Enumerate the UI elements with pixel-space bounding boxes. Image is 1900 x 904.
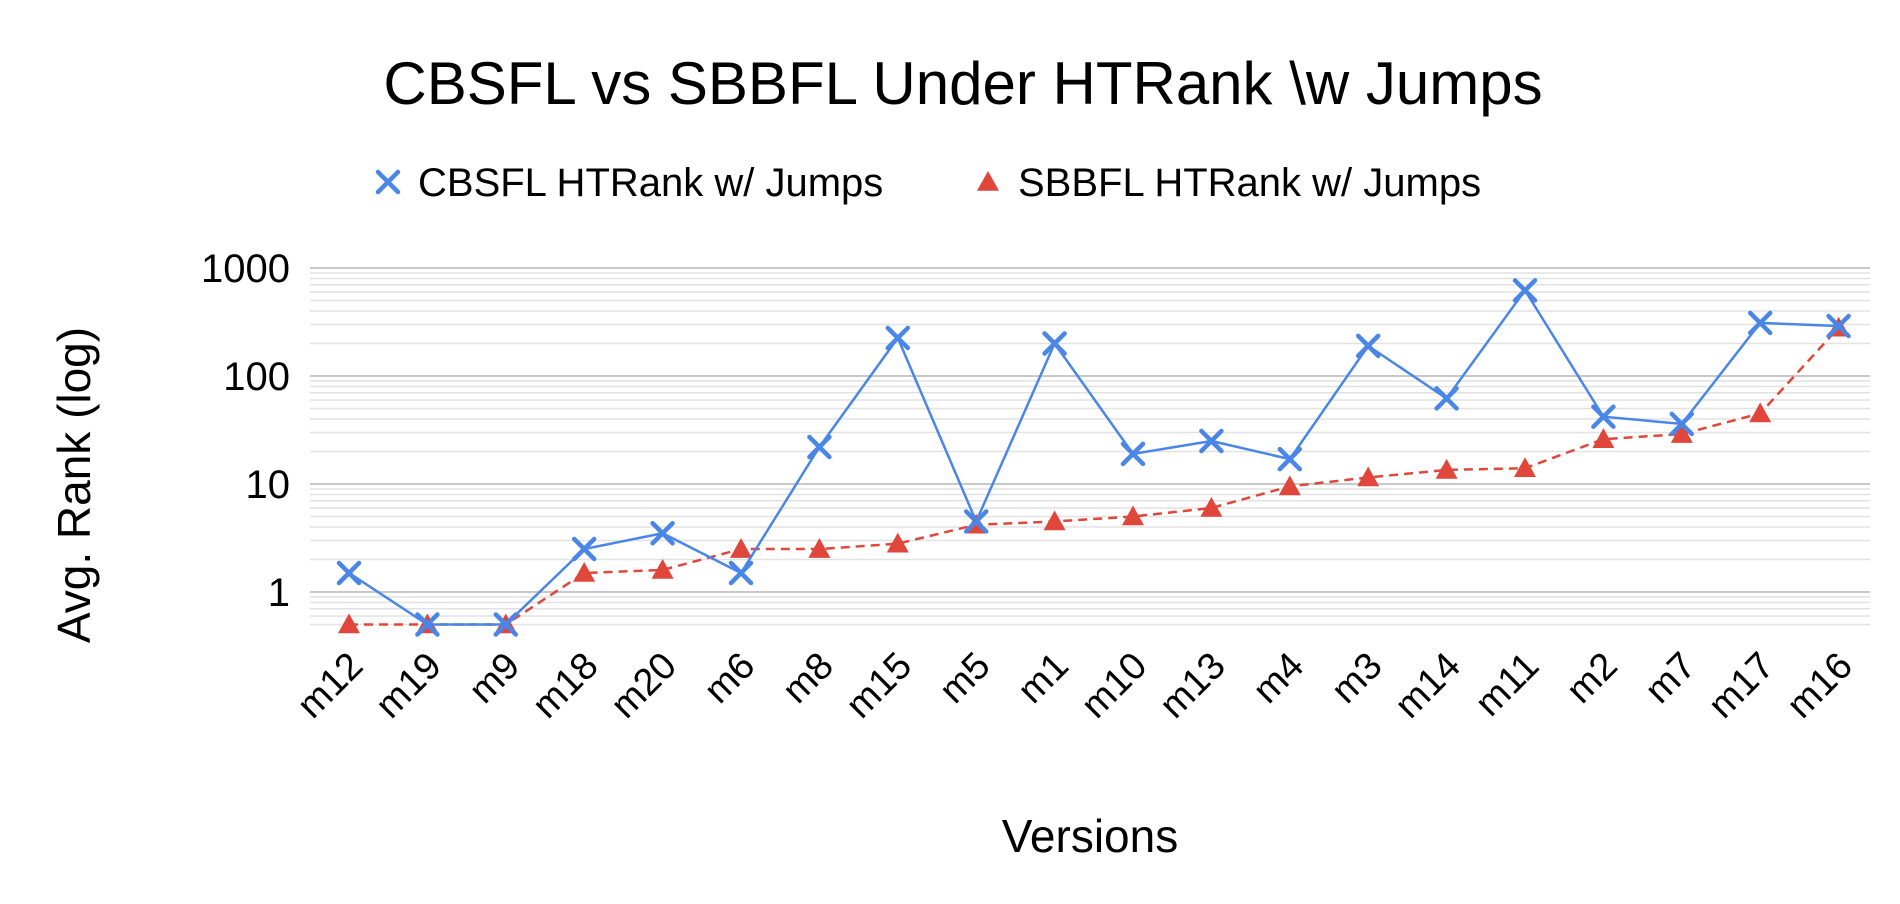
- data-point: [573, 561, 596, 582]
- data-point: [728, 560, 754, 586]
- data-point: [1592, 428, 1615, 448]
- data-point: [1277, 446, 1303, 472]
- gridlines: [310, 267, 1870, 626]
- data-point: [493, 612, 519, 637]
- data-point: [1200, 496, 1223, 517]
- data-point: [1749, 402, 1772, 423]
- legend-label-cbsfl: CBSFL HTRank w/ Jumps: [418, 161, 883, 205]
- data-point: [1826, 313, 1851, 339]
- series-line: [348, 289, 1839, 626]
- x-tick-label: m13: [1152, 645, 1234, 727]
- data-point: [1669, 411, 1695, 437]
- legend-marker-triangle: [977, 171, 999, 191]
- x-axis-title: Versions: [1002, 810, 1178, 862]
- x-tick-label: m5: [932, 645, 999, 712]
- legend-label-sbbfl: SBBFL HTRank w/ Jumps: [1018, 161, 1481, 205]
- data-point: [571, 536, 597, 562]
- legend-marker-cbsfl: [375, 169, 401, 195]
- x-tick-label: m15: [838, 645, 920, 727]
- data-point: [886, 532, 909, 553]
- x-tick-label: m7: [1637, 645, 1704, 712]
- x-tick-label: m8: [775, 645, 842, 712]
- x-tick-label: m19: [368, 645, 450, 727]
- data-point: [1435, 458, 1458, 479]
- plot-area: [336, 278, 1851, 637]
- y-axis-ticks: 1 10 100 1000: [201, 247, 290, 615]
- data-point: [1122, 505, 1144, 526]
- y-axis-title: Avg. Rank (log): [48, 327, 100, 643]
- data-point: [1434, 386, 1459, 411]
- x-tick-label: m10: [1073, 645, 1155, 727]
- data-point: [338, 613, 360, 634]
- data-point: [1512, 278, 1538, 303]
- x-tick-label: m4: [1245, 645, 1312, 712]
- legend: CBSFL HTRank w/ Jumps SBBFL HTRank w/ Ju…: [375, 161, 1481, 205]
- data-point: [336, 560, 362, 586]
- legend-marker-sbbfl: [977, 171, 999, 191]
- data-point: [730, 538, 752, 558]
- y-tick-label: 10: [246, 463, 291, 507]
- x-tick-label: m1: [1010, 645, 1077, 712]
- y-tick-label: 100: [223, 355, 290, 399]
- y-tick-label: 1000: [201, 247, 290, 291]
- data-point: [1042, 331, 1067, 356]
- x-tick-label: m11: [1467, 645, 1547, 725]
- data-point: [1670, 423, 1693, 443]
- y-tick-label: 1: [268, 571, 290, 615]
- data-point: [650, 520, 675, 546]
- x-tick-label: m20: [603, 645, 685, 727]
- data-point: [808, 538, 831, 558]
- series-sbbfl: [338, 316, 1850, 634]
- data-point: [885, 325, 911, 351]
- x-tick-label: m2: [1559, 645, 1626, 712]
- x-tick-label: m18: [525, 645, 607, 727]
- series-line: [349, 326, 1840, 626]
- data-point: [963, 509, 989, 534]
- x-tick-label: m12: [289, 645, 371, 727]
- data-point: [1355, 333, 1381, 359]
- series-cbsfl: [336, 278, 1851, 637]
- x-tick-label: m9: [461, 645, 528, 712]
- chart-title: CBSFL vs SBBFL Under HTRank \w Jumps: [383, 50, 1542, 117]
- data-point: [807, 434, 832, 460]
- x-tick-label: m16: [1779, 645, 1861, 727]
- x-tick-label: m6: [696, 645, 763, 712]
- data-point: [1357, 466, 1380, 487]
- data-point: [1120, 441, 1146, 467]
- x-tick-label: m3: [1324, 645, 1391, 712]
- x-tick-label: m14: [1387, 645, 1469, 727]
- data-point: [1199, 428, 1224, 454]
- data-point: [651, 558, 674, 579]
- data-point: [1747, 310, 1773, 336]
- data-point: [415, 612, 440, 637]
- legend-marker-cross: [375, 169, 401, 195]
- x-tick-label: m17: [1701, 645, 1783, 727]
- data-point: [1043, 510, 1066, 531]
- data-point: [1514, 457, 1536, 478]
- data-point: [1591, 404, 1616, 429]
- data-point: [1278, 475, 1301, 496]
